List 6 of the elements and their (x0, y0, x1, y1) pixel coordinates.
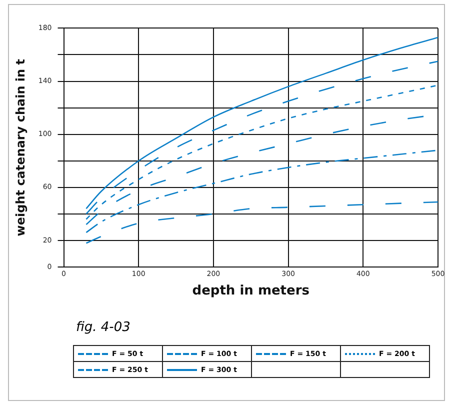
line-series (86, 84, 438, 220)
y-axis-title: weight catenary chain in t (13, 58, 28, 236)
line-series (86, 150, 438, 234)
caption: fig. 4-03 (76, 320, 130, 335)
line-series (86, 36, 438, 210)
x-axis-title: depth in meters (192, 284, 310, 299)
